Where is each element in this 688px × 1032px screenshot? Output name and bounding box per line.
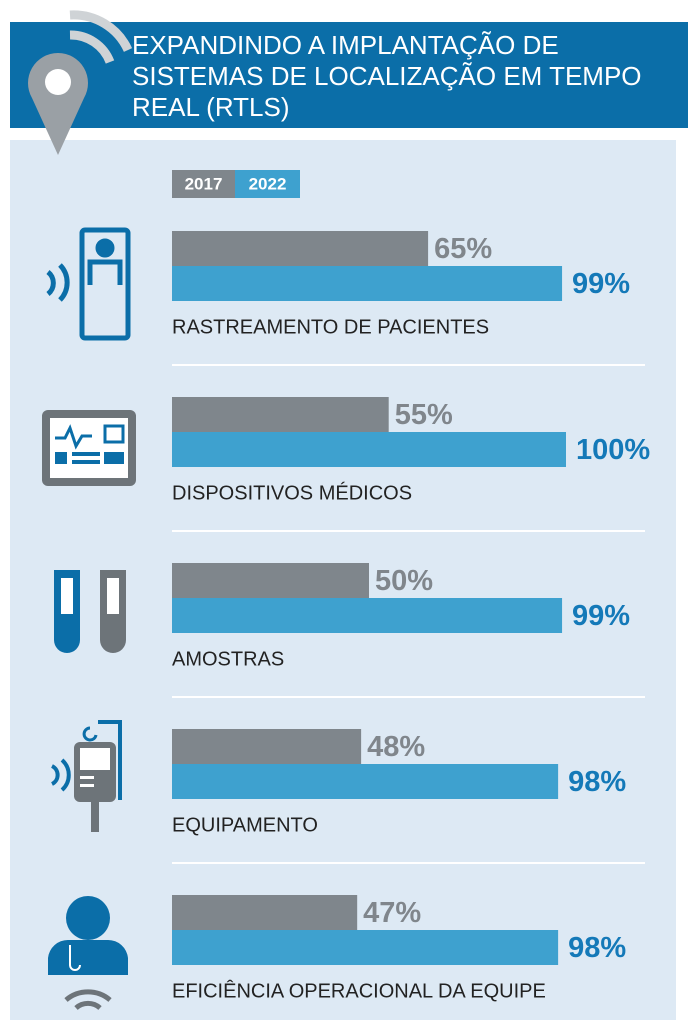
legend-label: 2022 [249, 174, 287, 193]
value-label: 100% [576, 434, 650, 466]
staff-icon [48, 896, 128, 1010]
category-label: RASTREAMENTO DE PACIENTES [172, 316, 489, 338]
bar [172, 432, 566, 467]
legend-swatch [235, 170, 300, 198]
bar [172, 598, 563, 633]
category-label: DISPOSITIVOS MÉDICOS [172, 481, 412, 504]
bar [172, 266, 563, 301]
category-label: EQUIPAMENTO [172, 814, 318, 836]
legend-label: 2017 [185, 174, 223, 193]
value-label: 99% [572, 600, 630, 632]
value-label: 48% [367, 731, 425, 763]
tubes-icon [54, 570, 126, 653]
value-label: 47% [363, 897, 421, 929]
category-label: AMOSTRAS [172, 648, 284, 670]
iv-icon [50, 720, 122, 832]
value-label: 55% [395, 399, 453, 431]
bar [172, 930, 559, 965]
monitor-icon [42, 410, 136, 486]
value-label: 98% [568, 932, 626, 964]
bar [172, 729, 362, 764]
bar [172, 895, 358, 930]
legend-swatch [172, 170, 235, 198]
value-label: 98% [568, 766, 626, 798]
bar [172, 231, 429, 266]
chart-title: EXPANDINDO A IMPLANTAÇÃO DE SISTEMAS DE … [132, 30, 642, 122]
value-label: 99% [572, 268, 630, 300]
pin-icon [28, 10, 133, 155]
value-label: 50% [375, 565, 433, 597]
bar [172, 764, 559, 799]
bed-icon [46, 227, 131, 341]
bar [172, 397, 389, 432]
bar [172, 563, 369, 598]
category-label: EFICIÊNCIA OPERACIONAL DA EQUIPE [172, 979, 546, 1002]
separators [172, 364, 645, 864]
value-label: 65% [434, 233, 492, 265]
